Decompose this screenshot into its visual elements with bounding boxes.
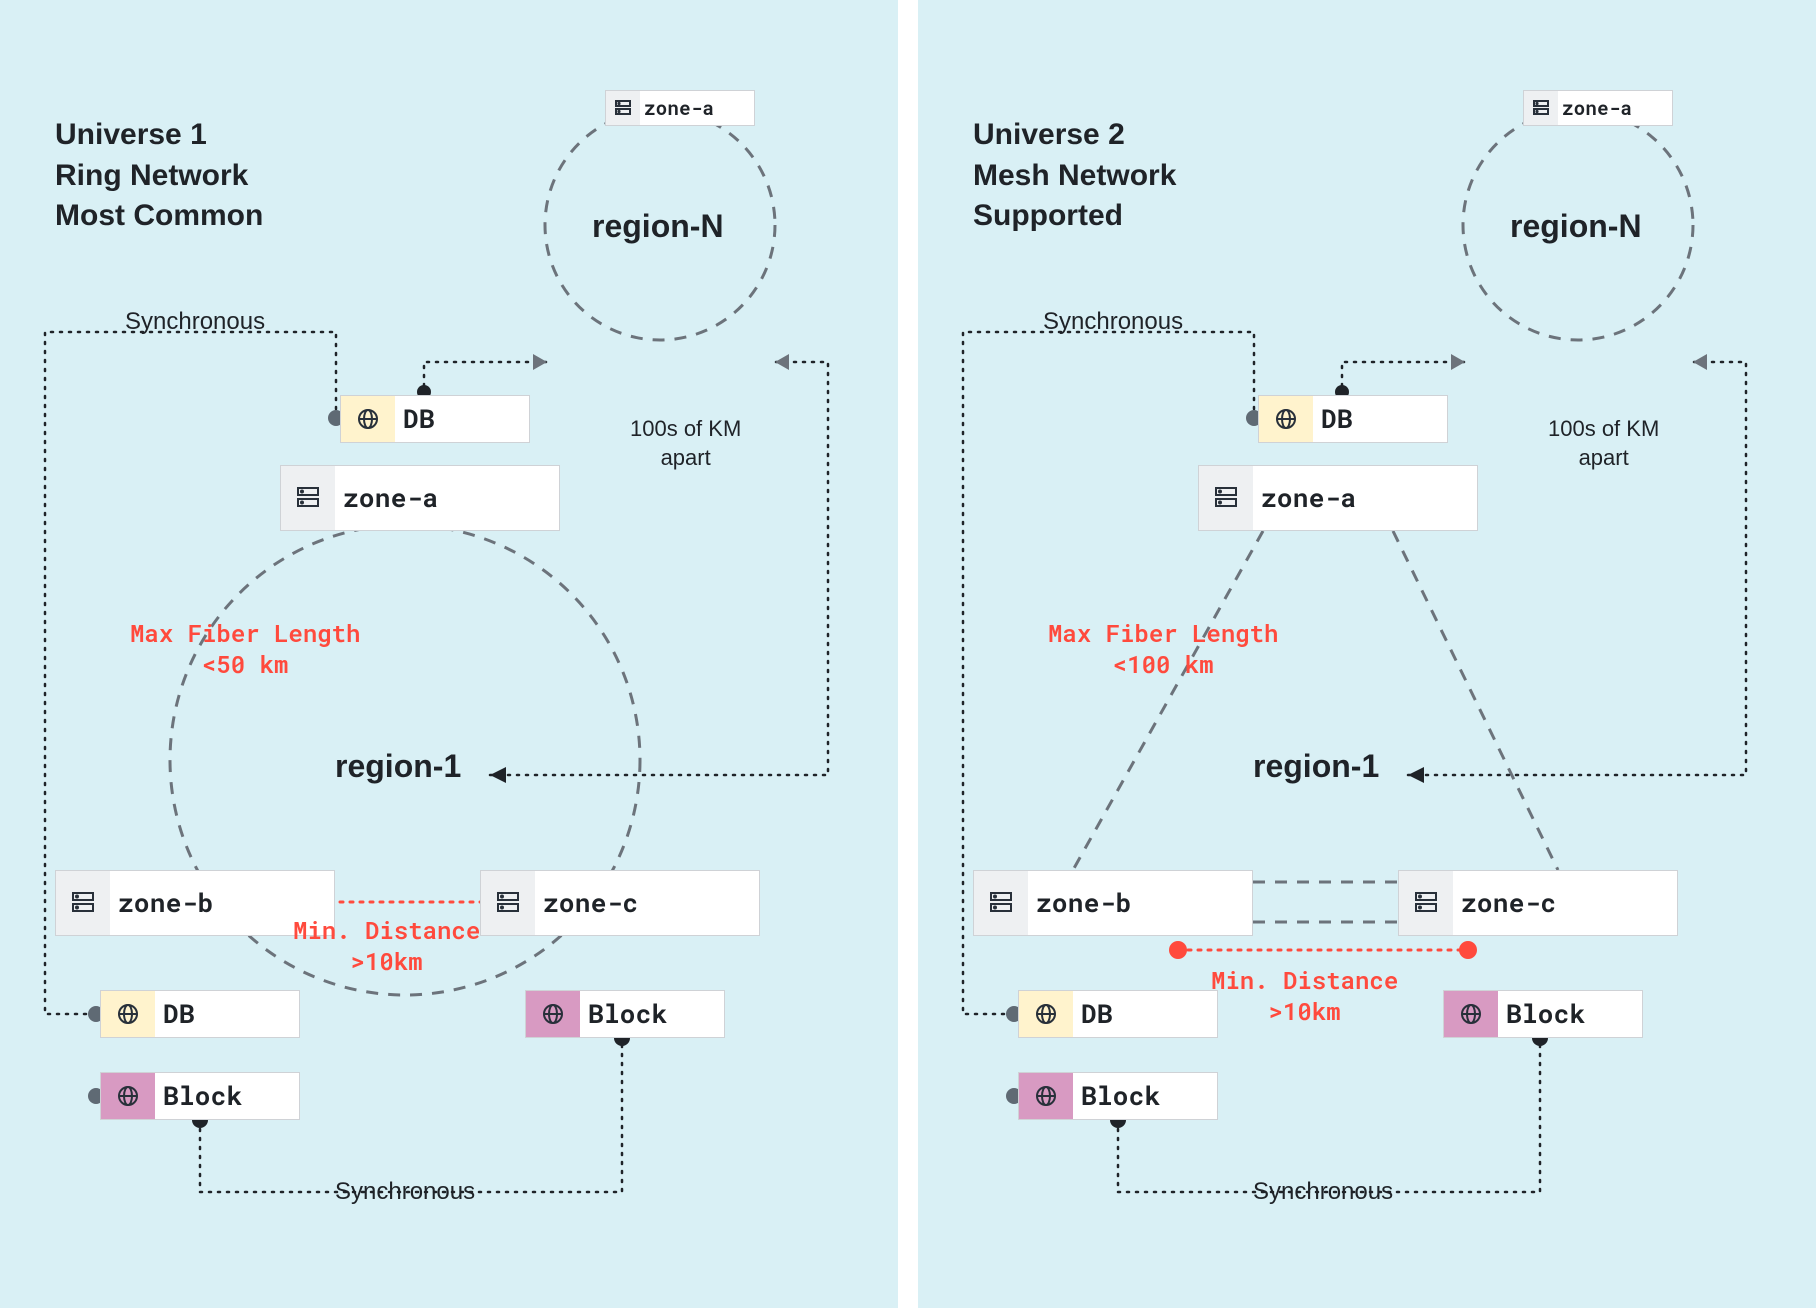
region-1-label: region-1 — [335, 748, 461, 785]
block-c-label: Block — [580, 997, 668, 1031]
region-1-label: region-1 — [1253, 748, 1379, 785]
db-b-card: DB — [100, 990, 300, 1038]
zone-a-remote-label: zone-a — [640, 96, 714, 121]
db-a-label: DB — [1313, 402, 1353, 436]
server-icon — [1524, 91, 1558, 125]
sync-top-label: Synchronous — [125, 308, 265, 336]
zone-c-card: zone-c — [480, 870, 760, 936]
panel-universe-2: Universe 2 Mesh Network Supported zone-a… — [918, 0, 1816, 1308]
globe-icon — [1259, 396, 1313, 442]
server-icon — [974, 871, 1028, 935]
zone-a-card: zone-a — [280, 465, 560, 531]
region-n-label: region-N — [1510, 208, 1642, 245]
sync-bottom-label: Synchronous — [1253, 1178, 1393, 1206]
server-icon — [281, 466, 335, 530]
zone-b-label: zone-b — [110, 886, 213, 920]
globe-icon — [526, 991, 580, 1037]
db-b-card: DB — [1018, 990, 1218, 1038]
min-distance-note: Min. Distance >10km — [293, 915, 480, 977]
zone-c-label: zone-c — [1453, 886, 1556, 920]
server-icon — [606, 91, 640, 125]
fiber-length-note: Max Fiber Length <100 km — [1048, 618, 1278, 680]
db-b-label: DB — [1073, 997, 1113, 1031]
server-icon — [56, 871, 110, 935]
distance-note: 100s of KM apart — [1548, 415, 1659, 472]
block-b-label: Block — [155, 1079, 243, 1113]
db-a-card: DB — [1258, 395, 1448, 443]
db-a-label: DB — [395, 402, 435, 436]
zone-c-card: zone-c — [1398, 870, 1678, 936]
panel-title-2: Universe 2 Mesh Network Supported — [973, 115, 1176, 237]
panel-title-1: Universe 1 Ring Network Most Common — [55, 115, 263, 237]
sync-bottom-label: Synchronous — [335, 1178, 475, 1206]
globe-icon — [1019, 991, 1073, 1037]
server-icon — [1199, 466, 1253, 530]
zone-c-label: zone-c — [535, 886, 638, 920]
distance-note: 100s of KM apart — [630, 415, 741, 472]
globe-icon — [101, 1073, 155, 1119]
globe-icon — [101, 991, 155, 1037]
region-n-label: region-N — [592, 208, 724, 245]
block-c-card: Block — [1443, 990, 1643, 1038]
fiber-length-note: Max Fiber Length <50 km — [130, 618, 360, 680]
zone-a-remote-card: zone-a — [605, 90, 755, 126]
zone-a-card: zone-a — [1198, 465, 1478, 531]
server-icon — [1399, 871, 1453, 935]
db-b-label: DB — [155, 997, 195, 1031]
globe-icon — [1444, 991, 1498, 1037]
block-b-card: Block — [100, 1072, 300, 1120]
server-icon — [481, 871, 535, 935]
block-c-label: Block — [1498, 997, 1586, 1031]
block-b-label: Block — [1073, 1079, 1161, 1113]
min-distance-note: Min. Distance >10km — [1211, 965, 1398, 1027]
zone-b-card: zone-b — [973, 870, 1253, 936]
sync-top-label: Synchronous — [1043, 308, 1183, 336]
panel-universe-1: Universe 1 Ring Network Most Common zone… — [0, 0, 898, 1308]
globe-icon — [341, 396, 395, 442]
globe-icon — [1019, 1073, 1073, 1119]
zone-b-label: zone-b — [1028, 886, 1131, 920]
zone-a-label: zone-a — [335, 481, 438, 515]
zone-a-label: zone-a — [1253, 481, 1356, 515]
zone-a-remote-label: zone-a — [1558, 96, 1632, 121]
block-c-card: Block — [525, 990, 725, 1038]
block-b-card: Block — [1018, 1072, 1218, 1120]
zone-a-remote-card: zone-a — [1523, 90, 1673, 126]
db-a-card: DB — [340, 395, 530, 443]
